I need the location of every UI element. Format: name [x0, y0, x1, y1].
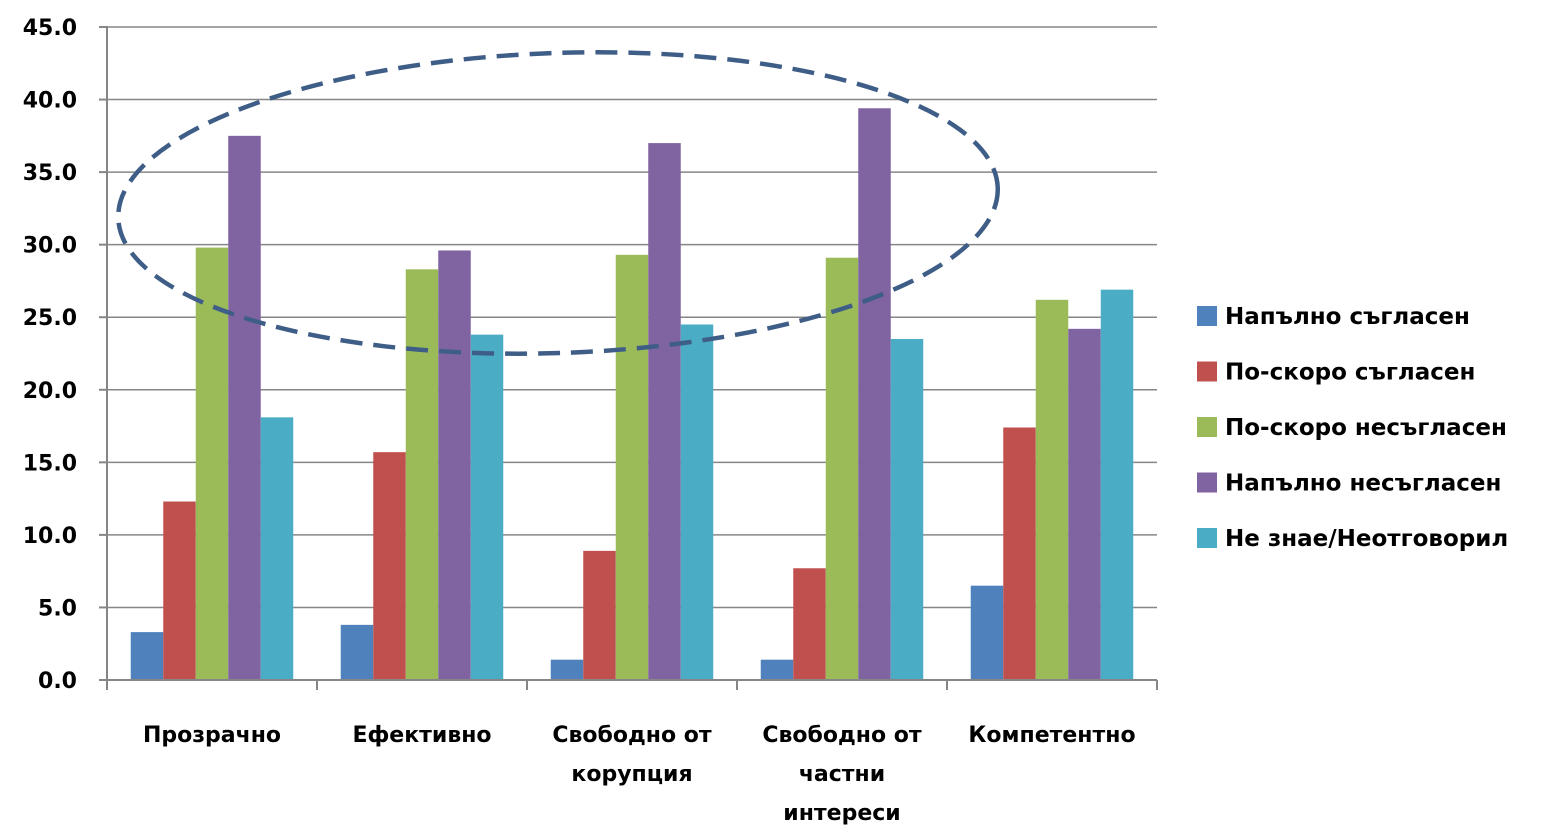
y-tick-label: 25.0	[23, 306, 77, 331]
bar	[130, 632, 164, 680]
y-tick-label: 0.0	[38, 669, 77, 694]
legend-label: По-скоро съгласен	[1225, 360, 1475, 386]
bar	[680, 324, 714, 680]
highlight-ellipse	[115, 50, 1001, 356]
y-tick-label: 20.0	[23, 379, 77, 404]
bar	[405, 269, 439, 680]
highlight-annotation	[115, 50, 1001, 356]
legend-swatch	[1197, 306, 1217, 326]
bar	[793, 568, 826, 680]
bar	[470, 334, 504, 680]
y-tick-label: 10.0	[23, 524, 77, 549]
x-category-label: Компетентно	[968, 723, 1135, 748]
legend-label: Не знае/Неотговорил	[1225, 526, 1508, 552]
y-tick-label: 5.0	[38, 596, 77, 621]
bars	[130, 108, 1134, 681]
bar	[228, 135, 261, 681]
bar	[1100, 289, 1134, 680]
bar	[858, 108, 891, 681]
bar	[550, 659, 584, 680]
bar	[615, 254, 649, 680]
bar	[890, 338, 924, 680]
bar	[438, 250, 471, 680]
bar	[260, 417, 294, 680]
bar	[825, 257, 859, 680]
legend-swatch	[1197, 361, 1217, 382]
legend-label: По-скоро несъгласен	[1225, 415, 1507, 441]
x-category-label: Свободно от корупция	[552, 723, 712, 787]
y-tick-labels: 0.0 5.0 10.0 15.0 20.0 25.0 30.0 35.0 40.0 45.0	[23, 16, 77, 694]
bar	[1003, 427, 1036, 680]
bar	[373, 452, 406, 680]
bar	[970, 585, 1004, 680]
x-category-label: Ефективно	[352, 723, 491, 748]
y-tick-label: 35.0	[23, 161, 77, 186]
x-category-label: Прозрачно	[143, 723, 281, 748]
bar	[1035, 299, 1069, 680]
x-category-label: Свободно от частни интереси	[762, 723, 922, 826]
x-category-labels: Прозрачно Ефективно Свободно от корупция Сво…	[143, 723, 1136, 826]
legend-label: Напълно съгласен	[1225, 304, 1470, 330]
legend: Напълно съгласен По-скоро съгласен По-скор…	[1197, 304, 1508, 552]
legend-swatch	[1197, 417, 1217, 437]
axes	[99, 26, 1158, 690]
y-tick-label: 45.0	[23, 16, 77, 41]
bar	[760, 659, 794, 680]
y-tick-label: 40.0	[23, 89, 77, 114]
bar	[648, 143, 681, 681]
bar	[1068, 328, 1101, 680]
legend-swatch	[1197, 528, 1217, 548]
bar	[340, 624, 374, 680]
legend-label: Напълно несъгласен	[1225, 471, 1501, 497]
legend-swatch	[1197, 472, 1217, 493]
bar	[195, 247, 229, 680]
bar	[163, 501, 196, 680]
y-tick-label: 30.0	[23, 234, 77, 259]
bar	[583, 550, 616, 680]
y-tick-label: 15.0	[23, 451, 77, 476]
